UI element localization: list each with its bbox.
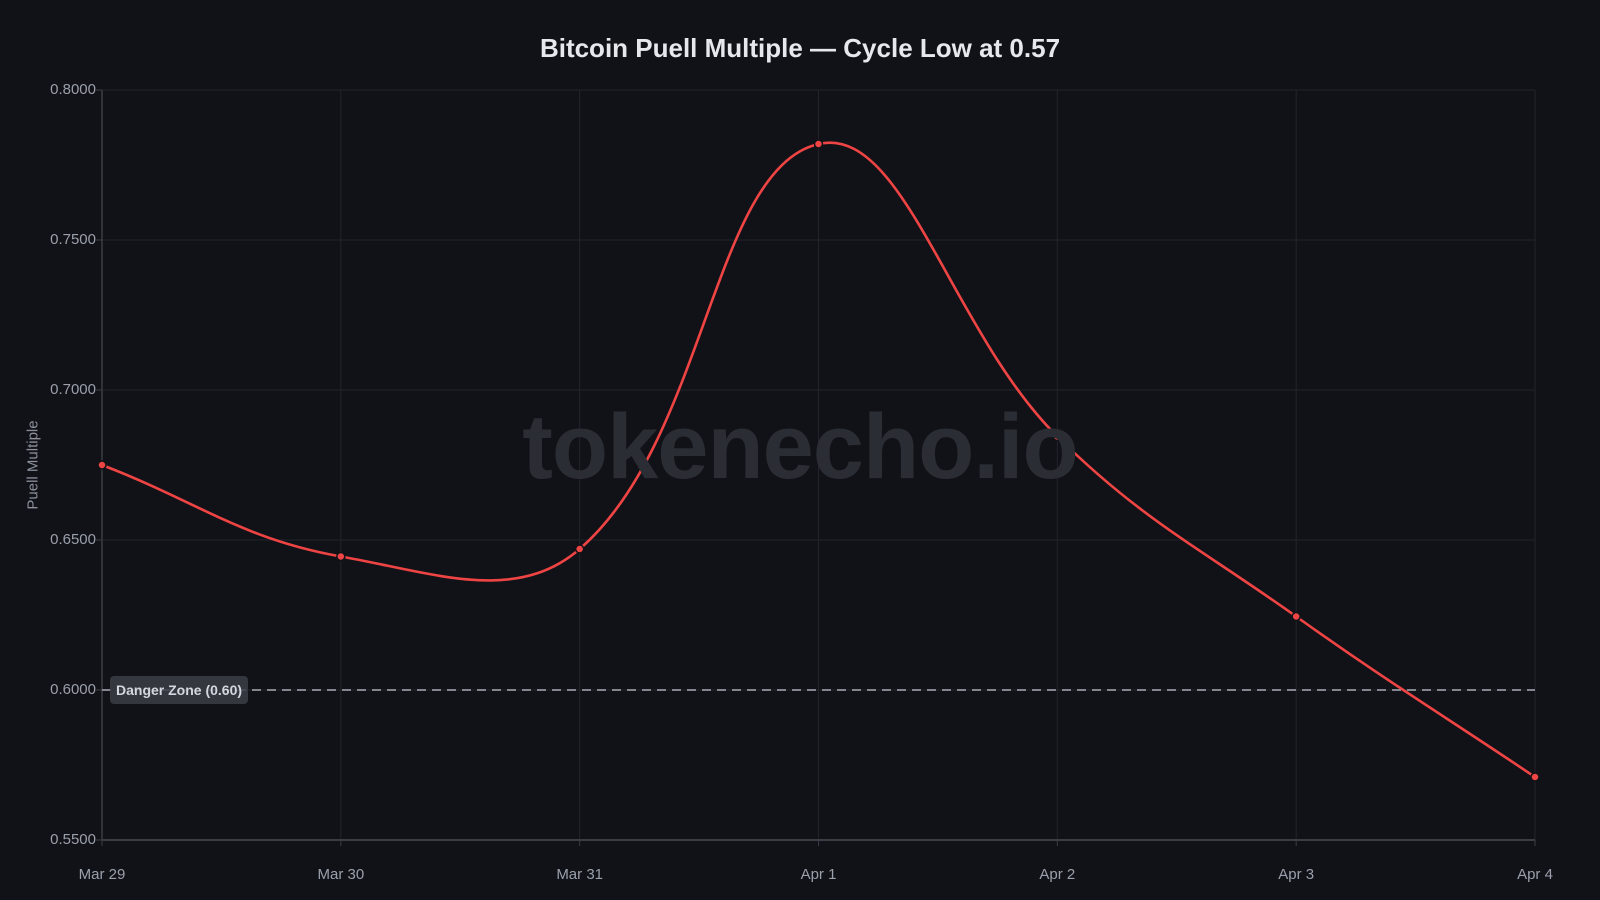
x-tick-label: Apr 4: [1517, 866, 1553, 883]
x-tick-label: Apr 1: [800, 866, 837, 883]
y-tick-label: 0.5500: [50, 831, 96, 848]
x-tick-label: Apr 2: [1039, 866, 1076, 883]
data-point[interactable]: [1291, 611, 1301, 622]
data-points: [97, 139, 1540, 782]
data-point[interactable]: [1052, 431, 1063, 442]
data-point[interactable]: [336, 551, 346, 562]
y-tick-label: 0.7500: [50, 231, 96, 248]
data-point[interactable]: [813, 139, 824, 149]
x-tick-label: Mar 30: [317, 866, 365, 883]
data-point[interactable]: [574, 544, 585, 554]
y-tick-label: 0.7000: [50, 381, 96, 398]
y-axis-label: Puell Multiple: [24, 420, 42, 510]
y-tick-label: 0.8000: [50, 81, 96, 98]
data-point[interactable]: [1530, 772, 1540, 782]
chart-title: Bitcoin Puell Multiple — Cycle Low at 0.…: [539, 33, 1061, 63]
x-tick-label: Mar 29: [78, 866, 126, 883]
y-tick-label: 0.6000: [50, 681, 96, 698]
data-point[interactable]: [97, 460, 107, 470]
x-tick-label: Mar 31: [556, 866, 603, 883]
x-tick-label: Apr 3: [1278, 866, 1315, 883]
y-tick-label: 0.6500: [50, 531, 96, 548]
watermark: tokenecho.io: [522, 396, 1078, 498]
danger-zone-label: Danger Zone (0.60): [110, 676, 249, 704]
